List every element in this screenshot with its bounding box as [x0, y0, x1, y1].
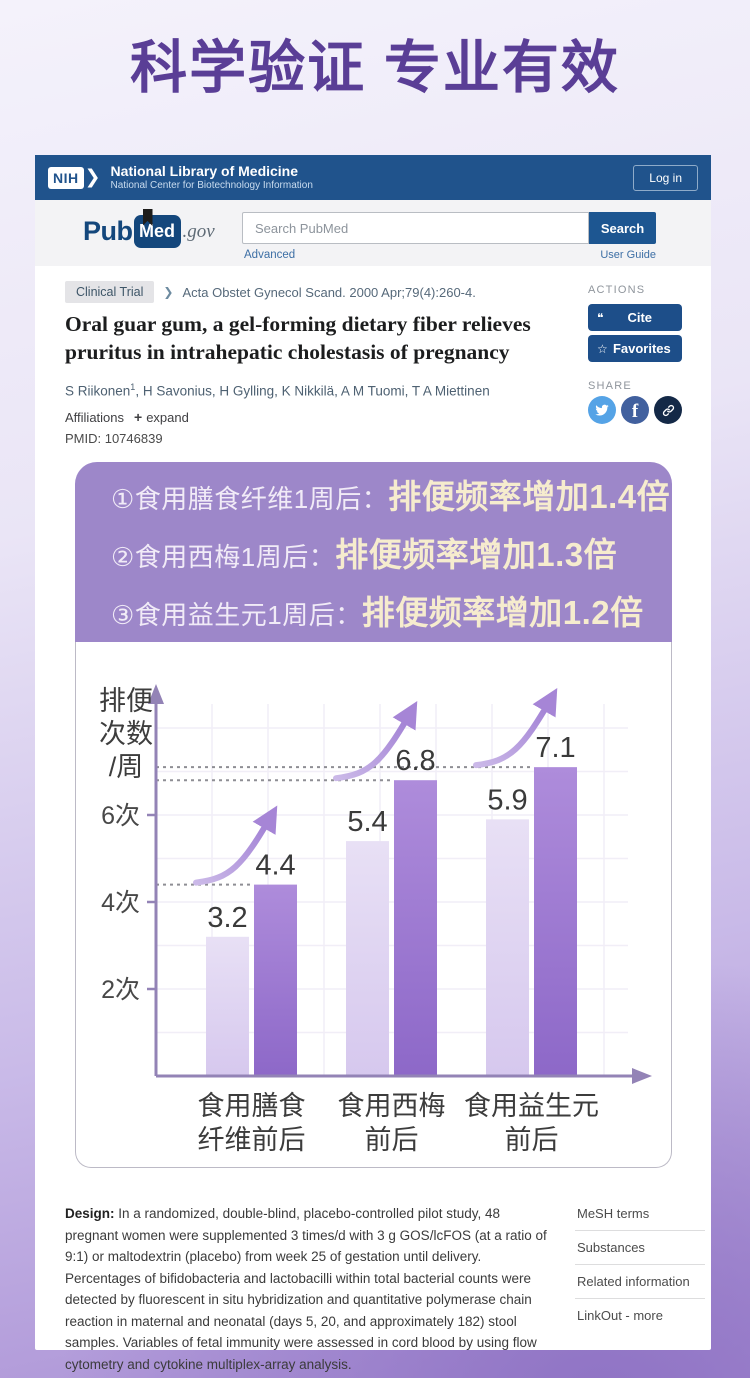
authors-rest: , H Savonius, H Gylling, K Nikkilä, A M …	[135, 383, 490, 399]
claim-line: ③食用益生元1周后： 排便频率增加1.2倍	[111, 586, 672, 634]
favorites-label: Favorites	[612, 341, 671, 356]
article-header: Clinical Trial ❯ Acta Obstet Gynecol Sca…	[35, 266, 711, 462]
star-icon: ☆	[597, 341, 608, 356]
claim-prefix: ③食用益生元1周后：	[111, 600, 362, 630]
bar-after	[254, 884, 297, 1076]
bar-value-label: 5.4	[347, 806, 387, 838]
claim-line: ①食用膳食纤维1周后： 排便频率增加1.4倍	[111, 470, 672, 518]
y-axis-title: 次数	[99, 719, 153, 749]
banner-title: 科学验证 专业有效	[130, 36, 620, 100]
cite-button[interactable]: ❝ Cite	[588, 304, 682, 331]
bar-after	[534, 767, 577, 1076]
y-tick-label: 2次	[101, 976, 140, 1004]
bar-before	[346, 841, 389, 1076]
journal-citation-link[interactable]: Acta Obstet Gynecol Scand. 2000 Apr;79(4…	[182, 284, 476, 300]
pubmed-logo-pub: Pub	[83, 216, 133, 246]
author-name[interactable]: S Riikonen	[65, 383, 131, 399]
share-row: f	[588, 396, 682, 424]
sidebar-link-substances[interactable]: Substances	[575, 1230, 705, 1264]
figure-block: ①食用膳食纤维1周后： 排便频率增加1.4倍 ②食用西梅1周后： 排便频率增加1…	[75, 462, 672, 1168]
claim-highlight: 排便频率增加1.4倍	[388, 478, 671, 515]
link-icon	[662, 404, 674, 416]
citation-chevron-icon: ❯	[163, 285, 174, 299]
bar-value-label: 4.4	[255, 850, 295, 882]
nih-chevron-icon: ❯	[84, 167, 101, 188]
claim-highlight: 排便频率增加1.2倍	[361, 594, 644, 631]
claim-prefix: ②食用西梅1周后：	[111, 542, 336, 572]
sidebar-link-related-information[interactable]: Related information	[575, 1264, 705, 1298]
sidebar-link-linkout[interactable]: LinkOut - more	[575, 1298, 705, 1332]
article-title: Oral guar gum, a gel-forming dietary fib…	[65, 312, 531, 364]
bar-value-label: 5.9	[487, 784, 527, 816]
user-guide-link[interactable]: User Guide	[600, 249, 656, 261]
pubmed-book-icon: Med	[133, 215, 181, 248]
chart-container: 3.2 5.4 5.9 4.4 6.8 7.1 2次 4次 6次 排便 次数/周食用膳食纤维前后 食用…	[75, 642, 672, 1168]
facebook-f-icon: f	[631, 400, 639, 422]
search-button[interactable]: Search	[589, 212, 656, 244]
design-text: In a randomized, double-blind, placebo-c…	[65, 1206, 547, 1372]
claim-highlight: 排便频率增加1.3倍	[335, 536, 618, 573]
y-axis-title: 排便	[99, 686, 153, 716]
x-category-label: 纤维前后	[198, 1125, 306, 1155]
twitter-share-button[interactable]	[588, 396, 616, 424]
search-input[interactable]	[242, 212, 589, 244]
author-superscript[interactable]: 1	[130, 382, 136, 392]
x-category-label: 食用膳食	[198, 1091, 306, 1121]
share-heading: SHARE	[588, 380, 632, 392]
search-strip: Pub Med .gov Search Advanced User Guide	[35, 200, 711, 266]
y-tick-label: 6次	[101, 802, 140, 830]
affiliations-label: Affiliations	[65, 409, 125, 425]
nih-logo-text: NIH	[48, 166, 84, 189]
bar-value-label: 6.8	[395, 745, 435, 777]
cite-label: Cite	[627, 310, 653, 325]
pmid-row: PMID: 10746839	[65, 431, 163, 446]
nih-logo[interactable]: NIH ❯	[48, 166, 101, 189]
copy-link-button[interactable]	[654, 396, 682, 424]
bar-value-label: 3.2	[207, 902, 247, 934]
article-type-badge: Clinical Trial	[65, 281, 155, 303]
claim-line: ②食用西梅1周后： 排便频率增加1.3倍	[111, 528, 672, 576]
design-paragraph: Design: In a randomized, double-blind, p…	[65, 1203, 557, 1375]
x-category-label: 食用益生元	[464, 1091, 599, 1121]
pubmed-logo[interactable]: Pub Med .gov	[83, 215, 215, 248]
x-category-label: 前后	[365, 1125, 419, 1155]
article-meta-row: Clinical Trial ❯ Acta Obstet Gynecol Sca…	[65, 281, 476, 303]
sidebar-links: MeSH terms Substances Related informatio…	[575, 1197, 705, 1332]
authors-line: S Riikonen1, H Savonius, H Gylling, K Ni…	[65, 382, 490, 399]
bar-after	[394, 780, 437, 1076]
actions-heading: ACTIONS	[588, 284, 646, 296]
claims-overlay: ①食用膳食纤维1周后： 排便频率增加1.4倍 ②食用西梅1周后： 排便频率增加1…	[75, 462, 672, 642]
affiliations-row: Affiliations + expand	[65, 409, 189, 425]
expand-label: expand	[146, 409, 189, 425]
expand-button[interactable]: + expand	[134, 409, 189, 425]
ncbi-subtitle: National Center for Biotechnology Inform…	[110, 180, 313, 191]
quote-icon: ❝	[597, 310, 604, 325]
x-category-label: 食用西梅	[338, 1091, 446, 1121]
x-category-label: 前后	[505, 1125, 559, 1155]
sidebar-link-mesh-terms[interactable]: MeSH terms	[577, 1206, 650, 1221]
pubmed-logo-gov: .gov	[182, 220, 215, 242]
increase-arrow-icon	[193, 805, 278, 886]
facebook-share-button[interactable]: f	[621, 396, 649, 424]
increase-arrow-icon	[333, 701, 418, 782]
claim-prefix: ①食用膳食纤维1周后：	[111, 484, 389, 514]
favorites-button[interactable]: ☆ Favorites	[588, 335, 682, 362]
bar-before	[206, 936, 249, 1076]
bar-value-label: 7.1	[535, 732, 575, 764]
plus-icon: +	[134, 409, 143, 425]
advanced-link[interactable]: Advanced	[244, 249, 296, 261]
increase-arrow-icon	[473, 688, 558, 769]
nlm-title: National Library of Medicine	[110, 163, 299, 179]
twitter-bird-icon	[595, 404, 609, 416]
y-tick-label: 4次	[101, 889, 140, 917]
y-axis-title: /周	[109, 752, 144, 782]
login-button[interactable]: Log in	[633, 164, 698, 191]
design-label: Design:	[65, 1206, 115, 1221]
bar-before	[486, 819, 529, 1076]
nih-header-bar: NIH ❯ National Library of Medicine Natio…	[35, 155, 711, 200]
nih-titles: National Library of Medicine National Ce…	[111, 163, 313, 192]
pubmed-page-card: NIH ❯ National Library of Medicine Natio…	[35, 155, 711, 1372]
